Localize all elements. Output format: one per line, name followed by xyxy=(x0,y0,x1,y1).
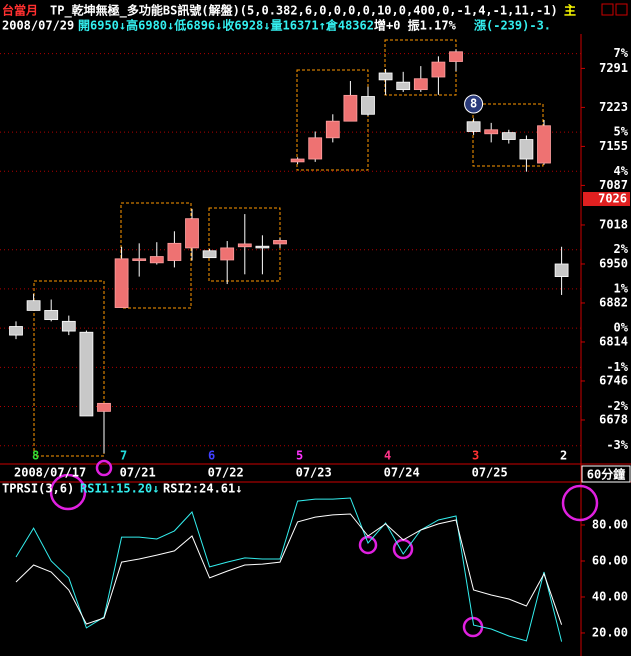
candle-body xyxy=(273,240,287,245)
signal-count: 5 xyxy=(296,449,303,463)
candle-body xyxy=(167,242,182,261)
badge-circle xyxy=(464,94,484,114)
candle-body xyxy=(554,263,569,277)
timeframe: 60分鐘 xyxy=(587,467,625,482)
signal-count: 6 xyxy=(208,449,215,463)
y2-tick-label: 5% xyxy=(614,125,629,139)
last-price-box xyxy=(583,192,630,206)
candle-body xyxy=(255,245,270,249)
highlight-circles xyxy=(49,459,599,638)
candle-body xyxy=(149,256,164,264)
candle-body xyxy=(61,320,76,332)
candle-body xyxy=(114,258,129,308)
y-tick-label: 6882 xyxy=(599,295,628,309)
y-tick-label: 6678 xyxy=(599,412,628,426)
x-tick-label: 07/22 xyxy=(208,466,244,480)
date: 2008/07/29 xyxy=(2,19,74,33)
candle-body xyxy=(9,326,23,336)
x-tick-label: 07/21 xyxy=(120,466,156,480)
indicator: TP_乾坤無極_多功能BS訊號(解盤)(5,0.382,6,0,0,0,0,10… xyxy=(50,3,558,19)
candle-body xyxy=(185,218,199,249)
candle-body xyxy=(44,310,59,321)
y-tick-label: 40.00 xyxy=(592,589,628,603)
y-tick-label: 20.00 xyxy=(592,625,628,639)
candle-body xyxy=(325,120,340,139)
candle-body xyxy=(290,158,305,163)
last-price: 7026 xyxy=(598,192,627,206)
candle-body xyxy=(413,78,428,91)
signal-count: 8 xyxy=(32,449,39,463)
y2-tick-label: 7% xyxy=(614,46,629,60)
timeframe-box[interactable] xyxy=(581,465,631,483)
change: 漲(-239)-3. xyxy=(474,18,551,33)
candle-body xyxy=(431,61,446,78)
x-tick-label: 07/25 xyxy=(472,466,508,480)
candle-body xyxy=(26,300,41,311)
candle-body xyxy=(466,121,481,132)
candle-body xyxy=(501,132,516,140)
y2-tick-label: 0% xyxy=(614,321,629,335)
y-tick-label: 7018 xyxy=(599,217,628,231)
symbol: 台當月 xyxy=(2,3,38,18)
change-info: 增+0 振1.17% xyxy=(374,18,457,33)
signal-count: 2 xyxy=(560,449,567,463)
candle-body xyxy=(308,137,323,160)
badge: 8 xyxy=(470,97,477,111)
y-tick-label: 6746 xyxy=(599,373,628,387)
candle-body xyxy=(132,258,147,261)
window-icon[interactable] xyxy=(615,3,628,16)
candle-body xyxy=(237,243,252,248)
candle-body xyxy=(396,81,411,91)
y-tick-label: 7291 xyxy=(599,61,628,75)
y2-tick-label: 4% xyxy=(614,164,629,178)
candle-body xyxy=(343,94,358,122)
candle-body xyxy=(449,51,463,62)
x-tick-label: 07/23 xyxy=(296,466,332,480)
x-tick-label: 2008/07/17 xyxy=(14,466,86,480)
candle-body xyxy=(519,139,534,160)
legend-entry: RSI2:24.61↓ xyxy=(163,482,242,496)
candle-body xyxy=(97,402,111,412)
candle-body xyxy=(361,96,375,115)
rsi-line xyxy=(15,497,563,642)
candle-body xyxy=(484,129,499,135)
candle-body xyxy=(378,72,393,81)
quote: 開6950↓高6980↓低6896↓收6928↓量16371↑倉48362 xyxy=(78,18,374,33)
y-tick-label: 80.00 xyxy=(592,518,628,532)
x-tick-label: 07/24 xyxy=(384,466,420,480)
y-tick-label: 7087 xyxy=(599,178,628,192)
y-tick-label: 7155 xyxy=(599,139,628,153)
candle-body xyxy=(202,250,217,259)
y2-tick-label: 2% xyxy=(614,242,629,256)
y2-tick-label: -1% xyxy=(606,360,628,374)
y-tick-label: 60.00 xyxy=(592,553,628,567)
legend-entry: RSI1:15.20↓ xyxy=(80,482,159,496)
candle-body xyxy=(537,125,551,164)
signal-count: 3 xyxy=(472,449,479,463)
rsi-line xyxy=(15,513,563,625)
candle-body xyxy=(220,247,235,261)
y-tick-label: 6950 xyxy=(599,256,628,270)
y-tick-label: 6814 xyxy=(599,334,628,348)
signal-count: 4 xyxy=(384,449,391,463)
candle-body xyxy=(79,331,94,417)
indicator-more: 主 xyxy=(564,3,576,18)
y-tick-label: 7223 xyxy=(599,100,628,114)
signal-count: 7 xyxy=(120,449,127,463)
window-icon[interactable] xyxy=(601,3,614,16)
y2-tick-label: -3% xyxy=(606,438,628,452)
y2-tick-label: 1% xyxy=(614,281,629,295)
y2-tick-label: -2% xyxy=(606,399,628,413)
panel-title: TPRSI(3,6) xyxy=(2,482,74,496)
